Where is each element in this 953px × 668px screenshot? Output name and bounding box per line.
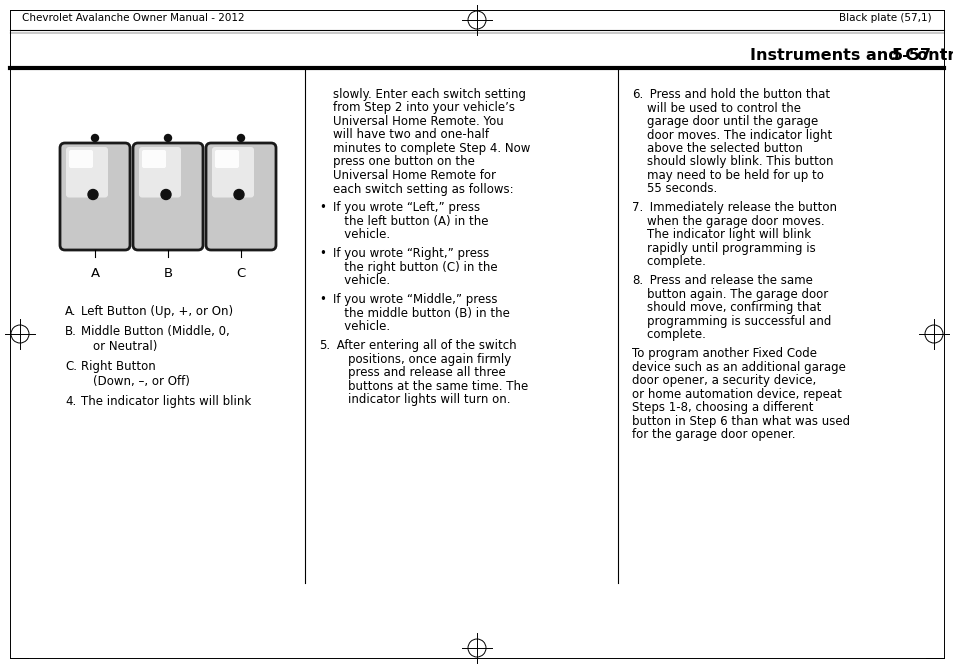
Text: A.: A.	[65, 305, 76, 318]
Text: Universal Home Remote for: Universal Home Remote for	[333, 169, 496, 182]
Text: •: •	[318, 247, 326, 261]
Text: 55 seconds.: 55 seconds.	[631, 182, 717, 196]
Circle shape	[233, 190, 244, 200]
Text: B.: B.	[65, 325, 77, 338]
Text: Black plate (57,1): Black plate (57,1)	[839, 13, 931, 23]
Text: •: •	[318, 293, 326, 306]
Text: If you wrote “Left,” press: If you wrote “Left,” press	[333, 201, 479, 214]
Text: To program another Fixed Code: To program another Fixed Code	[631, 347, 816, 360]
FancyBboxPatch shape	[60, 143, 130, 250]
Text: will have two and one-half: will have two and one-half	[333, 128, 489, 142]
Text: vehicle.: vehicle.	[333, 320, 390, 333]
Text: Left Button (Up, +, or On): Left Button (Up, +, or On)	[81, 305, 233, 318]
Text: the left button (A) in the: the left button (A) in the	[333, 215, 488, 228]
Circle shape	[237, 134, 244, 142]
FancyBboxPatch shape	[212, 147, 253, 198]
Text: garage door until the garage: garage door until the garage	[631, 115, 818, 128]
Text: device such as an additional garage: device such as an additional garage	[631, 361, 845, 373]
Text: programming is successful and: programming is successful and	[631, 315, 830, 328]
FancyBboxPatch shape	[66, 147, 108, 198]
FancyBboxPatch shape	[142, 150, 166, 168]
Text: the right button (C) in the: the right button (C) in the	[333, 261, 497, 274]
Text: vehicle.: vehicle.	[333, 275, 390, 287]
FancyBboxPatch shape	[214, 150, 239, 168]
Circle shape	[91, 134, 98, 142]
Text: rapidly until programming is: rapidly until programming is	[631, 242, 815, 255]
Text: Chevrolet Avalanche Owner Manual - 2012: Chevrolet Avalanche Owner Manual - 2012	[22, 13, 244, 23]
Text: door opener, a security device,: door opener, a security device,	[631, 374, 816, 387]
Text: door moves. The indicator light: door moves. The indicator light	[631, 128, 831, 142]
Text: should slowly blink. This button: should slowly blink. This button	[631, 156, 833, 168]
FancyBboxPatch shape	[139, 147, 181, 198]
Circle shape	[164, 134, 172, 142]
Text: 6.: 6.	[631, 88, 642, 101]
Text: vehicle.: vehicle.	[333, 228, 390, 241]
FancyBboxPatch shape	[206, 143, 275, 250]
Text: Middle Button (Middle, 0,: Middle Button (Middle, 0,	[81, 325, 230, 338]
Text: complete.: complete.	[631, 255, 705, 269]
Text: If you wrote “Right,” press: If you wrote “Right,” press	[333, 247, 489, 261]
Text: will be used to control the: will be used to control the	[631, 102, 801, 114]
Text: or home automation device, repeat: or home automation device, repeat	[631, 387, 841, 401]
FancyBboxPatch shape	[132, 143, 203, 250]
Text: A: A	[91, 267, 99, 280]
Text: If you wrote “Middle,” press: If you wrote “Middle,” press	[333, 293, 497, 306]
FancyBboxPatch shape	[69, 150, 92, 168]
Text: should move, confirming that: should move, confirming that	[631, 301, 821, 315]
Text: for the garage door opener.: for the garage door opener.	[631, 428, 795, 441]
Text: •: •	[318, 201, 326, 214]
Text: button again. The garage door: button again. The garage door	[631, 288, 827, 301]
Text: above the selected button: above the selected button	[631, 142, 802, 155]
Text: each switch setting as follows:: each switch setting as follows:	[333, 182, 513, 196]
Text: button in Step 6 than what was used: button in Step 6 than what was used	[631, 415, 849, 428]
Text: C.: C.	[65, 360, 77, 373]
Text: indicator lights will turn on.: indicator lights will turn on.	[333, 393, 510, 406]
Text: The indicator light will blink: The indicator light will blink	[631, 228, 810, 241]
Text: 5-57: 5-57	[891, 47, 931, 63]
Text: may need to be held for up to: may need to be held for up to	[631, 169, 823, 182]
Text: 7.: 7.	[631, 201, 642, 214]
Text: Immediately release the button: Immediately release the button	[645, 201, 836, 214]
Text: press one button on the: press one button on the	[333, 156, 475, 168]
Text: the middle button (B) in the: the middle button (B) in the	[333, 307, 509, 320]
Text: Universal Home Remote. You: Universal Home Remote. You	[333, 115, 503, 128]
Text: from Step 2 into your vehicle’s: from Step 2 into your vehicle’s	[333, 102, 515, 114]
Text: press and release all three: press and release all three	[333, 366, 505, 379]
Circle shape	[88, 190, 98, 200]
Text: Press and release the same: Press and release the same	[645, 275, 812, 287]
Text: positions, once again firmly: positions, once again firmly	[333, 353, 511, 365]
Circle shape	[161, 190, 171, 200]
Text: Right Button: Right Button	[81, 360, 155, 373]
Text: B: B	[163, 267, 172, 280]
Text: or Neutral): or Neutral)	[92, 340, 157, 353]
Text: The indicator lights will blink: The indicator lights will blink	[81, 395, 251, 408]
Text: complete.: complete.	[631, 328, 705, 341]
Text: After entering all of the switch: After entering all of the switch	[333, 339, 517, 352]
Text: 4.: 4.	[65, 395, 76, 408]
Text: (Down, –, or Off): (Down, –, or Off)	[92, 375, 190, 387]
Text: buttons at the same time. The: buttons at the same time. The	[333, 379, 528, 393]
Text: C: C	[236, 267, 245, 280]
Text: Press and hold the button that: Press and hold the button that	[645, 88, 829, 101]
Text: Instruments and Controls: Instruments and Controls	[749, 47, 953, 63]
Text: when the garage door moves.: when the garage door moves.	[631, 215, 823, 228]
Text: 8.: 8.	[631, 275, 642, 287]
Text: 5.: 5.	[318, 339, 330, 352]
Text: slowly. Enter each switch setting: slowly. Enter each switch setting	[333, 88, 525, 101]
Text: Steps 1-8, choosing a different: Steps 1-8, choosing a different	[631, 401, 813, 414]
Text: minutes to complete Step 4. Now: minutes to complete Step 4. Now	[333, 142, 530, 155]
